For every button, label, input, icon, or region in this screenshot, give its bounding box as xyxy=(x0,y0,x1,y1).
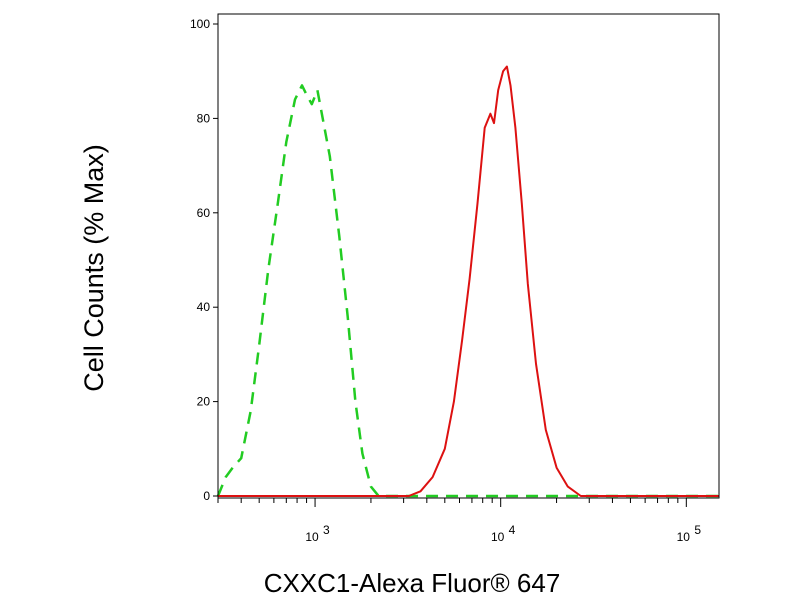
series-line-dashed xyxy=(216,84,719,498)
x-tick-exponent: 3 xyxy=(323,523,330,537)
x-tick-exponent: 5 xyxy=(694,523,701,537)
series-lines xyxy=(216,65,719,498)
x-tick-label: 10 xyxy=(677,530,691,544)
series-line-solid xyxy=(218,65,719,497)
x-axis-label: CXXC1-Alexa Fluor® 647 xyxy=(264,568,561,598)
y-tick-label: 0 xyxy=(203,489,210,503)
y-tick-label: 60 xyxy=(197,206,211,220)
x-tick-exponent: 4 xyxy=(509,523,516,537)
y-axis-label: Cell Counts (% Max) xyxy=(79,144,109,392)
y-tick-label: 40 xyxy=(197,300,211,314)
plot-frame xyxy=(217,13,720,499)
y-tick-label: 100 xyxy=(190,17,210,31)
y-tick-label: 80 xyxy=(197,111,211,125)
y-axis-ticks: 0 20 40 60 80 100 xyxy=(190,17,218,503)
x-axis-ticks: 10 3 10 4 10 5 xyxy=(217,498,701,544)
y-tick-label: 20 xyxy=(197,395,211,409)
x-tick-label: 10 xyxy=(305,530,319,544)
x-tick-label: 10 xyxy=(491,530,505,544)
